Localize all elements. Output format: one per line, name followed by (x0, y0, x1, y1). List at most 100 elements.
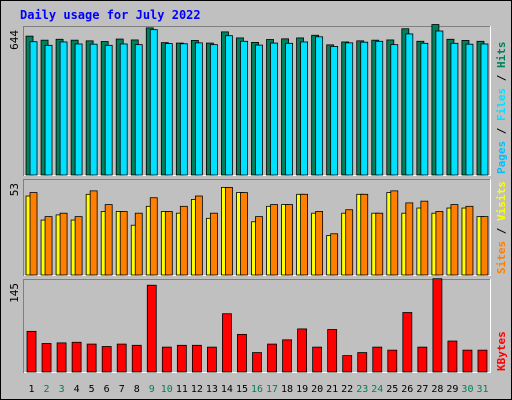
bar-files-day-16 (255, 44, 263, 176)
bar-sites-day-14 (225, 187, 233, 276)
bar-kbytes-day-3 (56, 342, 67, 373)
bar-sites-day-25 (390, 190, 399, 276)
bar-files-day-26 (405, 33, 414, 176)
chart-title: Daily usage for July 2022 (20, 8, 201, 22)
bar-files-day-1 (29, 41, 38, 176)
bar-sites-day-8 (134, 212, 143, 276)
bar-kbytes-day-26 (402, 312, 413, 373)
bar-files-day-8 (134, 44, 143, 176)
bar-kbytes-day-2 (41, 343, 52, 373)
bar-kbytes-day-14 (222, 313, 232, 373)
legend-separator: / (495, 121, 508, 141)
x-tick-label-17: 17 (266, 384, 278, 395)
bar-files-day-7 (119, 43, 128, 176)
bar-kbytes-day-15 (237, 333, 247, 373)
bar-files-day-29 (450, 42, 459, 176)
legend-pages-files-hits: Pages / Files / Hits (495, 42, 508, 175)
bar-files-day-2 (44, 44, 53, 176)
panel-sites-visits: 53 Sites / Visits (8, 179, 508, 276)
x-tick-label-23: 23 (356, 384, 368, 395)
bar-files-day-22 (345, 42, 354, 176)
bar-kbytes-day-29 (447, 340, 458, 373)
bar-kbytes-day-28 (432, 278, 443, 373)
x-tick-label-15: 15 (236, 384, 248, 395)
series-files (29, 29, 489, 176)
bar-kbytes-day-7 (116, 343, 127, 373)
bar-kbytes-day-24 (372, 346, 383, 373)
legend-entry-kbytes: KBytes (495, 331, 508, 371)
y-max-label: 145 (8, 283, 21, 303)
panel-kbytes: 145 KBytes (8, 278, 508, 373)
legend-sites-visits: Sites / Visits (495, 181, 508, 274)
bar-sites-day-20 (315, 211, 324, 276)
bar-files-day-6 (104, 44, 113, 176)
legend-entry-files: Files (495, 88, 508, 121)
bar-kbytes-day-4 (71, 341, 82, 373)
bar-files-day-25 (390, 44, 399, 176)
x-tick-label-1: 1 (29, 384, 35, 395)
bar-files-day-11 (179, 43, 188, 176)
bar-files-day-9 (149, 29, 158, 176)
bar-sites-day-3 (59, 212, 68, 276)
bar-sites-day-1 (29, 192, 38, 276)
bar-files-day-4 (74, 43, 83, 176)
bar-sites-day-28 (435, 211, 444, 276)
bar-files-day-12 (194, 42, 203, 176)
x-tick-label-9: 9 (149, 384, 155, 395)
bar-files-day-3 (59, 41, 68, 176)
bar-files-day-15 (240, 40, 248, 176)
x-tick-label-10: 10 (161, 384, 173, 395)
bar-sites-day-11 (179, 205, 188, 276)
bar-sites-day-26 (405, 202, 414, 276)
bar-files-day-28 (435, 30, 444, 176)
x-tick-label-12: 12 (191, 384, 203, 395)
bar-kbytes-day-19 (297, 328, 308, 373)
x-tick-label-4: 4 (74, 384, 80, 395)
bar-kbytes-day-13 (206, 346, 217, 373)
legend-separator: / (495, 68, 508, 88)
bar-files-day-13 (209, 44, 218, 176)
bar-kbytes-day-31 (477, 349, 488, 373)
bar-sites-day-30 (465, 205, 474, 276)
bar-kbytes-day-9 (146, 284, 157, 373)
x-tick-label-3: 3 (59, 384, 65, 395)
bar-sites-day-10 (164, 211, 173, 276)
x-tick-label-26: 26 (401, 384, 413, 395)
bar-sites-day-18 (285, 204, 293, 276)
bar-kbytes-day-22 (342, 355, 353, 373)
series-sites (29, 187, 489, 276)
bar-kbytes-day-17 (267, 343, 277, 373)
bar-sites-day-29 (450, 204, 459, 276)
bar-kbytes-day-8 (131, 344, 142, 373)
bar-sites-day-15 (240, 192, 248, 276)
bar-files-day-10 (164, 43, 173, 176)
bar-files-day-18 (285, 42, 293, 176)
bar-files-day-30 (465, 43, 474, 176)
x-tick-label-24: 24 (371, 384, 383, 395)
x-tick-label-6: 6 (104, 384, 110, 395)
bar-sites-day-17 (270, 204, 278, 276)
x-tick-label-25: 25 (386, 384, 398, 395)
y-max-label: 644 (8, 30, 21, 50)
bar-files-day-21 (330, 46, 339, 176)
legend-entry-pages: Pages (495, 141, 508, 174)
x-tick-label-21: 21 (326, 384, 338, 395)
x-tick-label-13: 13 (206, 384, 218, 395)
bar-files-day-17 (270, 42, 278, 176)
bar-kbytes-day-18 (282, 339, 292, 373)
x-tick-label-22: 22 (341, 384, 353, 395)
bar-sites-day-23 (360, 193, 369, 276)
bar-kbytes-day-6 (101, 346, 112, 373)
bar-kbytes-day-1 (26, 330, 37, 373)
bar-files-day-27 (420, 42, 429, 176)
x-tick-label-20: 20 (311, 384, 323, 395)
bar-sites-day-4 (74, 216, 83, 276)
bar-sites-day-19 (300, 193, 309, 276)
legend-separator: / (495, 221, 508, 241)
x-tick-label-7: 7 (119, 384, 125, 395)
bar-sites-day-6 (104, 204, 113, 276)
chart-panels: 644 Pages / Files / Hits 53 Sites / Visits 1… (8, 24, 508, 373)
x-tick-label-27: 27 (416, 384, 428, 395)
